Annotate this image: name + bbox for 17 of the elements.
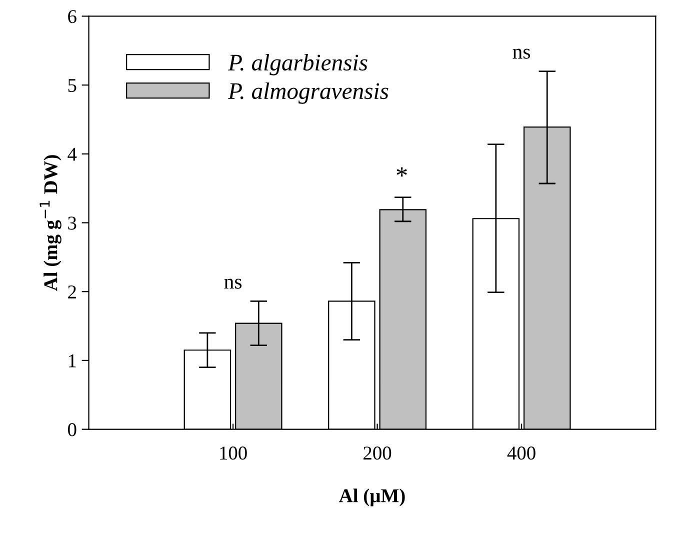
y-tick-label: 5 [68, 79, 76, 92]
y-tick-label: 1 [68, 354, 76, 368]
y-tick-label: 0 [68, 423, 76, 436]
y-tick-label: 4 [68, 148, 77, 161]
annotation: * [396, 167, 407, 176]
legend-label: P. algarbiensis [228, 54, 368, 76]
y-axis-title: Al (mg g$^{−1}$ DW) [40, 155, 62, 292]
annotation: ns [224, 278, 242, 289]
x-tick-label: 200 [364, 446, 392, 460]
y-tick-label: 3 [68, 216, 76, 230]
y-tick-label: 2 [68, 285, 76, 298]
x-axis-title: Al (µM) [339, 488, 405, 506]
x-tick-label: 400 [507, 446, 536, 460]
x-tick-label: 100 [220, 446, 247, 460]
y-tick-label: 6 [68, 10, 76, 24]
legend-label: P. almogravensis [228, 82, 388, 104]
annotation: ns [512, 48, 530, 59]
